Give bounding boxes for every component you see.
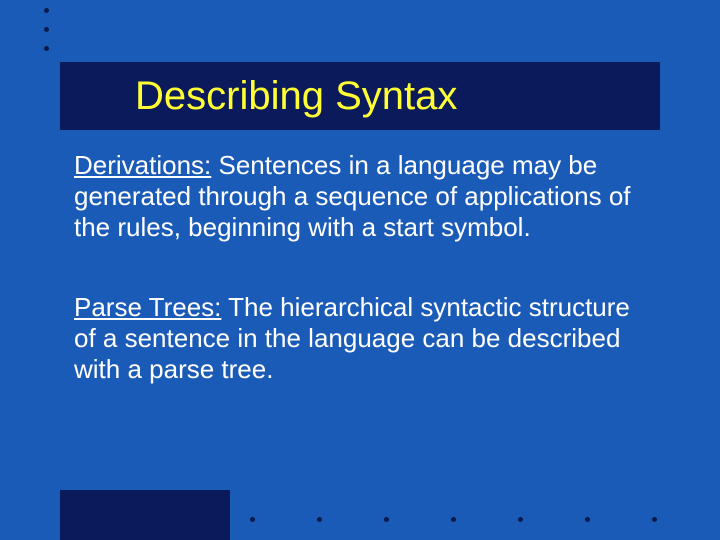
dot <box>317 517 322 522</box>
term-derivations: Derivations: <box>74 150 211 180</box>
dot <box>451 517 456 522</box>
paragraph-derivations: Derivations: Sentences in a language may… <box>74 150 654 244</box>
title-bar: Describing Syntax <box>60 62 660 130</box>
decoration-dots-bottom <box>250 517 657 522</box>
dot <box>44 27 49 32</box>
dot <box>44 46 49 51</box>
dot <box>652 517 657 522</box>
paragraph-parse-trees: Parse Trees: The hierarchical syntactic … <box>74 292 654 386</box>
slide-body: Derivations: Sentences in a language may… <box>74 150 654 433</box>
accent-box <box>60 490 230 540</box>
dot <box>585 517 590 522</box>
decoration-dots-top <box>44 8 49 51</box>
dot <box>44 8 49 13</box>
dot <box>518 517 523 522</box>
slide-title: Describing Syntax <box>135 74 457 119</box>
term-parse-trees: Parse Trees: <box>74 292 221 322</box>
dot <box>384 517 389 522</box>
dot <box>250 517 255 522</box>
